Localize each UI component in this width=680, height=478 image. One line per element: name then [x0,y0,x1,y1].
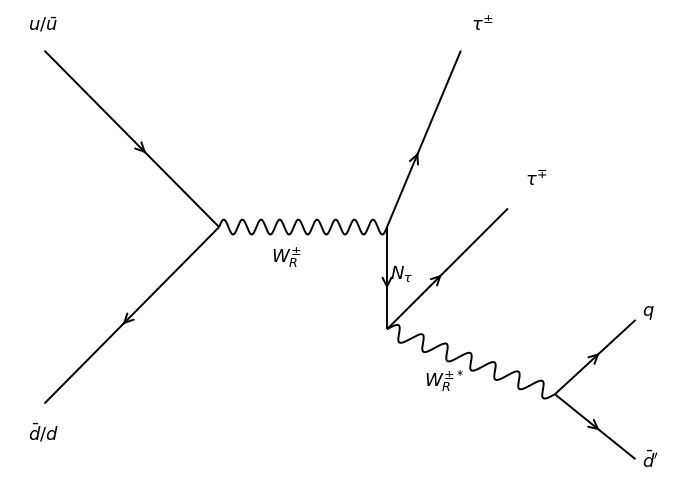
Text: $\bar{d}'$: $\bar{d}'$ [642,451,659,472]
Text: $u/\bar{u}$: $u/\bar{u}$ [28,16,58,34]
Text: $\tau^{\mp}$: $\tau^{\mp}$ [525,171,547,190]
Text: $q$: $q$ [642,304,655,322]
Text: $W_{R}^{\pm}$: $W_{R}^{\pm}$ [271,246,301,270]
Text: $\bar{d}/d$: $\bar{d}/d$ [28,422,58,445]
Text: $N_{\tau}$: $N_{\tau}$ [390,264,413,284]
Text: $\tau^{\pm}$: $\tau^{\pm}$ [471,15,494,34]
Text: $W_{R}^{\pm*}$: $W_{R}^{\pm*}$ [424,369,464,394]
